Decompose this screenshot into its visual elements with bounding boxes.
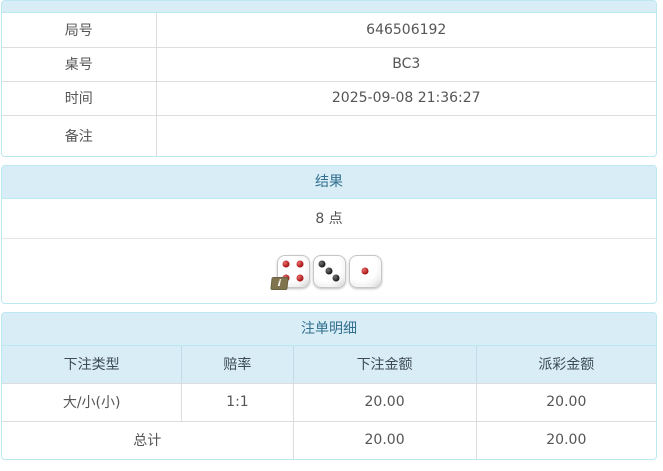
- remark-value: [156, 114, 656, 156]
- result-points: 8 点: [2, 199, 656, 239]
- round-info-panel-header: [2, 1, 656, 13]
- die-pip: [318, 260, 326, 268]
- bet-details-table: 下注类型 赔率 下注金额 派彩金额 大/小(小) 1:1 20.00 20.00…: [2, 346, 656, 459]
- bet-details-panel-title: 注单明细: [2, 313, 656, 346]
- remark-label: 备注: [2, 114, 157, 156]
- table-row: 桌号 BC3: [2, 46, 656, 81]
- round-info-table: 局号 646506192 桌号 BC3 时间 2025-09-08 21:36:…: [2, 13, 656, 156]
- table-row: 时间 2025-09-08 21:36:27: [2, 80, 656, 115]
- bet-type-value: 大/小(小): [2, 383, 182, 422]
- table-row: 大/小(小) 1:1 20.00 20.00: [2, 383, 656, 422]
- round-info-panel: 局号 646506192 桌号 BC3 时间 2025-09-08 21:36:…: [1, 0, 657, 157]
- time-label: 时间: [2, 80, 157, 115]
- dice-row: i: [2, 239, 656, 303]
- time-value: 2025-09-08 21:36:27: [156, 80, 656, 115]
- result-panel: 结果 8 点 i: [1, 165, 657, 304]
- table-number-value: BC3: [156, 46, 656, 81]
- die-pip: [296, 274, 303, 281]
- bet-amount-value: 20.00: [292, 383, 477, 422]
- table-row: 局号 646506192: [2, 13, 656, 47]
- column-header-bet-type: 下注类型: [2, 346, 182, 384]
- round-number-label: 局号: [2, 13, 157, 47]
- round-number-value: 646506192: [366, 21, 447, 38]
- total-bet-amount: 20.00: [292, 421, 477, 459]
- die-pip: [361, 267, 369, 275]
- total-payout-amount: 20.00: [475, 421, 656, 459]
- die-2-icon: [312, 254, 346, 288]
- column-header-odds: 赔率: [181, 346, 294, 384]
- bet-details-panel: 注单明细 下注类型 赔率 下注金额 派彩金额 大/小(小) 1:1 20.00 …: [1, 312, 657, 460]
- die-3-icon: [348, 254, 382, 288]
- die-1-icon: i: [269, 254, 310, 290]
- die-pip: [332, 274, 340, 282]
- total-label: 总计: [133, 433, 162, 450]
- result-panel-title: 结果: [2, 166, 656, 199]
- payout-amount-value: 20.00: [475, 383, 656, 422]
- column-header-bet-amount: 下注金额: [292, 346, 477, 384]
- info-icon[interactable]: i: [269, 276, 289, 290]
- die-pip: [325, 267, 333, 275]
- column-header-payout-amount: 派彩金额: [475, 346, 656, 384]
- die-pip: [296, 260, 303, 268]
- table-header-row: 下注类型 赔率 下注金额 派彩金额: [2, 346, 656, 384]
- table-number-label: 桌号: [2, 46, 157, 81]
- table-row: 备注: [2, 114, 656, 156]
- total-row: 总计 20.00 20.00: [2, 421, 656, 459]
- odds-value: 1:1: [181, 383, 294, 422]
- die-pip: [282, 260, 290, 268]
- dice-strip: i: [269, 254, 382, 290]
